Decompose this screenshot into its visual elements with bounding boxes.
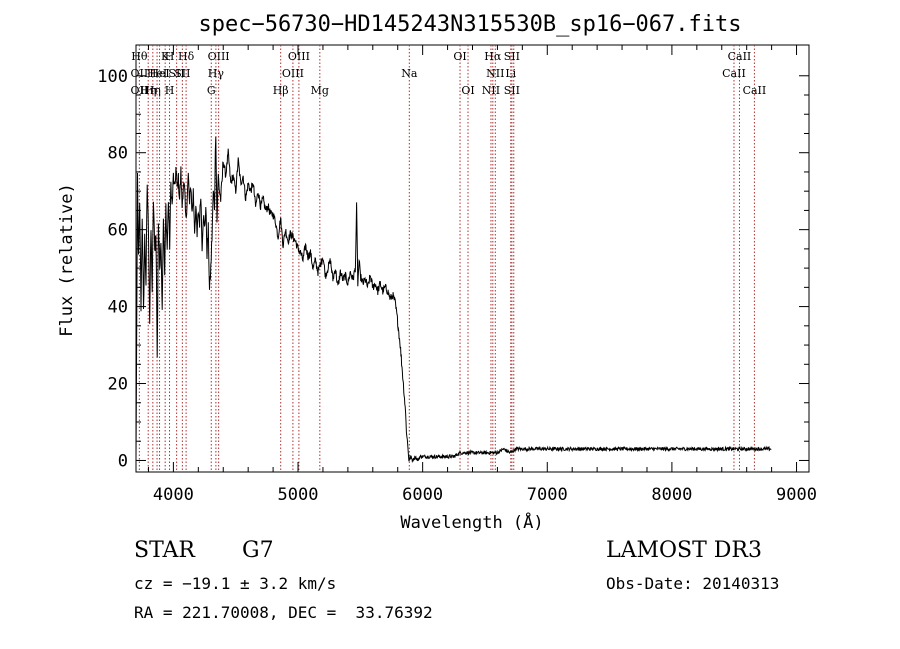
spectral-line-label: CaII [743,84,767,97]
spectral-line-label: Hβ [273,84,289,97]
y-tick-label: 40 [108,298,128,318]
y-tick-label: 80 [108,144,128,164]
redshift-cz: cz = −19.1 ± 3.2 km/s [134,574,337,593]
spectral-line-label: OIII [282,67,304,80]
spectral-line-label: K [161,50,170,63]
spectral-line-label: OI [453,50,466,63]
spectral-line-label: Hδ [178,50,195,63]
survey-name: LAMOST DR3 [606,538,762,563]
x-tick-label: 8000 [651,485,692,505]
spectral-line-label: SII [504,50,520,63]
spectral-line-label: SII [504,84,520,97]
spectral-line-label: Hη [140,84,156,97]
y-tick-label: 20 [108,375,128,395]
spectral-line-label: HeI [147,67,167,80]
spectral-line-label: OII [131,67,149,80]
x-tick-label: 9000 [776,485,817,505]
observation-date: Obs-Date: 20140313 [606,574,780,593]
spectral-line-label: Hγ [208,67,225,80]
spectral-line-label: Hη [145,84,161,97]
spectral-lines [138,45,755,472]
spectral-line-label: Hα [484,50,502,63]
plot-frame [135,44,810,473]
y-axis-label: Flux (relative) [57,183,77,337]
x-tick-label: 7000 [527,485,568,505]
spectral-line-label: SII [169,67,185,80]
spectral-line-label: H [165,84,175,97]
spectral-line-label: CaII [728,50,752,63]
object-subclass: G7 [242,538,274,563]
y-tick-label: 60 [108,221,128,241]
x-tick-label: 4000 [153,485,194,505]
x-tick-label: 6000 [402,485,443,505]
spectral-line-labels: HθOIIOIIHηHηHeIHeIKHHSIISIIHδGHγOIIIHβOI… [131,50,767,97]
spectral-line-label: H [165,50,175,63]
spectral-line-label: HeI [149,67,169,80]
object-type: STAR [134,538,195,563]
spectral-line-label: NII [486,67,504,80]
spectral-line-label: OII [131,84,149,97]
spectral-line-label: CaII [722,67,746,80]
y-tick-label: 0 [118,451,128,471]
chart-title: spec−56730−HD145243N315530B_sp16−067.fit… [198,12,741,37]
ra-dec-coordinates: RA = 221.70008, DEC = 33.76392 [134,603,433,622]
axis-ticks [136,45,809,472]
spectral-line-label: OI [461,84,474,97]
spectral-line-label: Na [401,67,418,80]
spectral-line-label: SII [174,67,190,80]
y-tick-label: 100 [97,67,128,87]
axis-tick-labels: 4000 5000 6000 7000 8000 9000 0 20 40 60 80 100 [97,67,817,505]
spectral-line-label: Mg [311,84,329,97]
x-tick-label: 5000 [278,485,319,505]
spectral-line-label: G [207,84,216,97]
spectral-line-label: Li [505,67,516,80]
spectral-line-label: OIII [288,50,310,63]
spectral-line-label: OIII [208,50,230,63]
x-axis-label: Wavelength (Å) [400,511,543,533]
spectral-line-label: Hθ [131,50,148,63]
spectrum-series-line [135,136,772,464]
spectral-line-label: NII [482,84,500,97]
